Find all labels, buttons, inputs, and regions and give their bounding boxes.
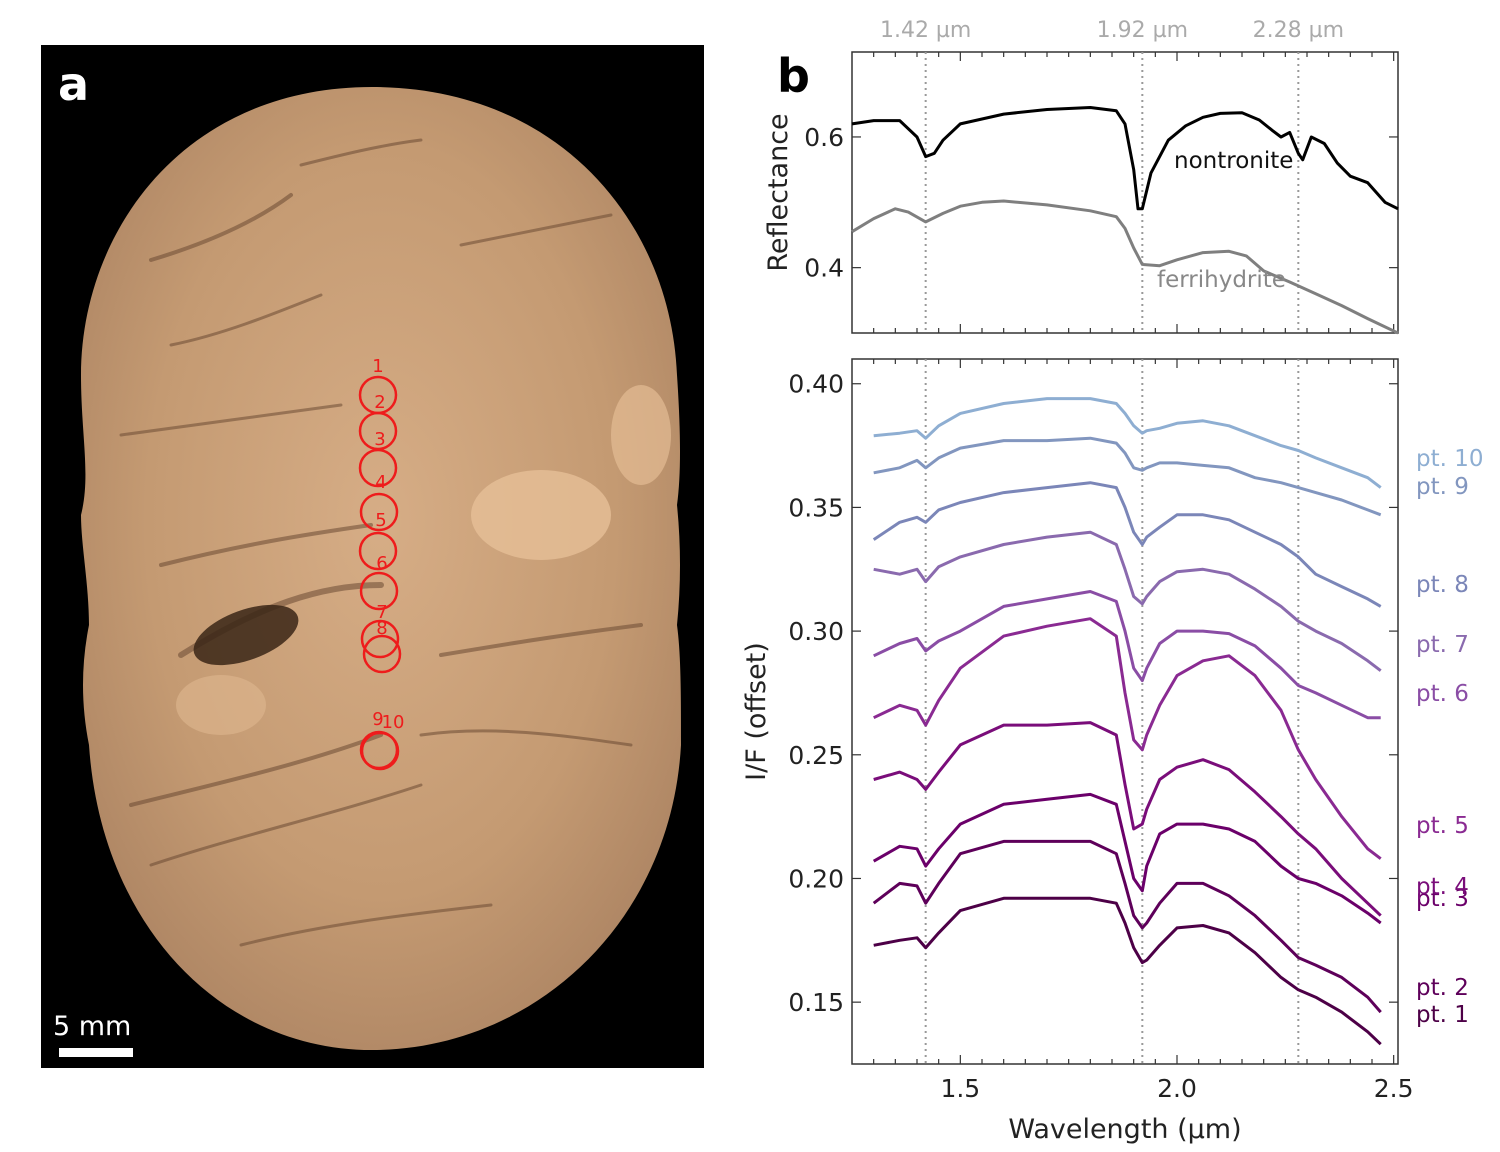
marker-label-2: 2: [374, 392, 385, 413]
bottom-y-tick-label: 0.20: [788, 864, 844, 893]
rock-light-patch: [471, 470, 611, 560]
series-line-ferrihydrite: [851, 199, 1399, 335]
marker-label-1: 1: [372, 356, 383, 377]
marker-label-8: 8: [376, 618, 387, 639]
top-plot-frame: [851, 51, 1399, 334]
bottom-y-tick-label: 0.15: [788, 988, 844, 1017]
series-line-pt-9: [873, 436, 1382, 517]
marker-circle-4: [359, 492, 399, 532]
marker-circle-5: [358, 531, 398, 571]
rock-pit: [193, 604, 299, 666]
series-label-pt-10: pt. 10: [1416, 446, 1484, 472]
marker-circle-10: [360, 731, 400, 771]
scale-bar-label: 5 mm: [53, 1011, 131, 1042]
x-tick-label: 2.0: [1157, 1074, 1197, 1103]
measurement-markers: [358, 375, 402, 771]
bottom-y-tick-label: 0.40: [788, 370, 844, 399]
series-label-pt-1: pt. 1: [1416, 1002, 1469, 1028]
marker-label-3: 3: [374, 429, 385, 450]
series-line-pt-3: [872, 792, 1382, 925]
reference-label-1: 1.42 µm: [880, 18, 971, 43]
reference-spectra-plot: 1.42 µm 1.92 µm 2.28 µm 0.4 0.6 Reflectance no…: [763, 18, 1399, 335]
rock-light-patch-3: [611, 385, 671, 485]
rock-image-panel: 1 2 3 4 5 6 7 8 9 10 a 5 mm: [41, 45, 704, 1068]
marker-circle-3: [358, 448, 398, 488]
marker-label-10: 10: [382, 712, 405, 733]
marker-labels: 1 2 3 4 5 6 7 8 9 10: [372, 356, 404, 733]
bottom-plot-frame: [851, 358, 1399, 1065]
series-line-pt-4: [873, 721, 1382, 917]
marker-label-4: 4: [375, 472, 386, 493]
series-line-pt-5: [873, 617, 1382, 860]
series-line-pt-2: [872, 839, 1382, 1014]
bottom-y-tick-label: 0.30: [788, 617, 844, 646]
top-y-tick-label: 0.6: [804, 123, 844, 152]
reference-label-3: 2.28 µm: [1253, 18, 1344, 43]
series-label-pt-5: pt. 5: [1416, 813, 1469, 839]
series-line-nontronite: [851, 106, 1399, 211]
bottom-y-tick-label: 0.25: [788, 741, 844, 770]
marker-circle-7: [360, 619, 400, 659]
series-label-pt-3: pt. 3: [1416, 886, 1469, 912]
panel-b-label: b: [777, 49, 810, 103]
marker-label-9: 9: [372, 709, 383, 730]
series-line-pt-8: [872, 481, 1382, 608]
series-line-pt-10: [873, 397, 1382, 489]
rock-light-patch-2: [176, 675, 266, 735]
marker-circle-8: [362, 634, 402, 674]
marker-label-5: 5: [375, 510, 386, 531]
series-label-pt-4: pt. 4: [1416, 874, 1469, 900]
rock-texture: [119, 138, 643, 947]
x-axis-label: Wavelength (µm): [1008, 1114, 1241, 1145]
reference-label-2: 1.92 µm: [1097, 18, 1188, 43]
series-label-pt-6: pt. 6: [1416, 681, 1469, 707]
top-y-axis-label: Reflectance: [763, 113, 794, 271]
series-label-pt-2: pt. 2: [1416, 975, 1469, 1001]
series-label-pt-7: pt. 7: [1416, 632, 1469, 658]
top-y-tick-label: 0.4: [804, 254, 844, 283]
panel-a-label: a: [58, 57, 89, 111]
marker-label-7: 7: [376, 602, 387, 623]
series-label-pt-9: pt. 9: [1416, 474, 1469, 500]
series-line-pt-6: [873, 590, 1381, 720]
series-label-ferrihydrite: ferrihydrite: [1157, 267, 1286, 293]
series-label-pt-8: pt. 8: [1416, 572, 1469, 598]
series-label-nontronite: nontronite: [1174, 148, 1293, 174]
series-line-pt-1: [873, 896, 1382, 1046]
bottom-y-axis-label: I/F (offset): [741, 642, 772, 781]
bottom-y-tick-label: 0.35: [788, 493, 844, 522]
scale-bar: [59, 1048, 133, 1057]
x-tick-label: 1.5: [940, 1074, 980, 1103]
marker-circle-6: [359, 571, 399, 611]
measured-spectra-plot: 0.15 0.20 0.25 0.30 0.35 0.40 I/F (offset) 1.5 2…: [741, 358, 1484, 1145]
x-tick-label: 2.5: [1374, 1074, 1414, 1103]
marker-label-6: 6: [376, 553, 387, 574]
series-line-pt-7: [873, 530, 1382, 672]
